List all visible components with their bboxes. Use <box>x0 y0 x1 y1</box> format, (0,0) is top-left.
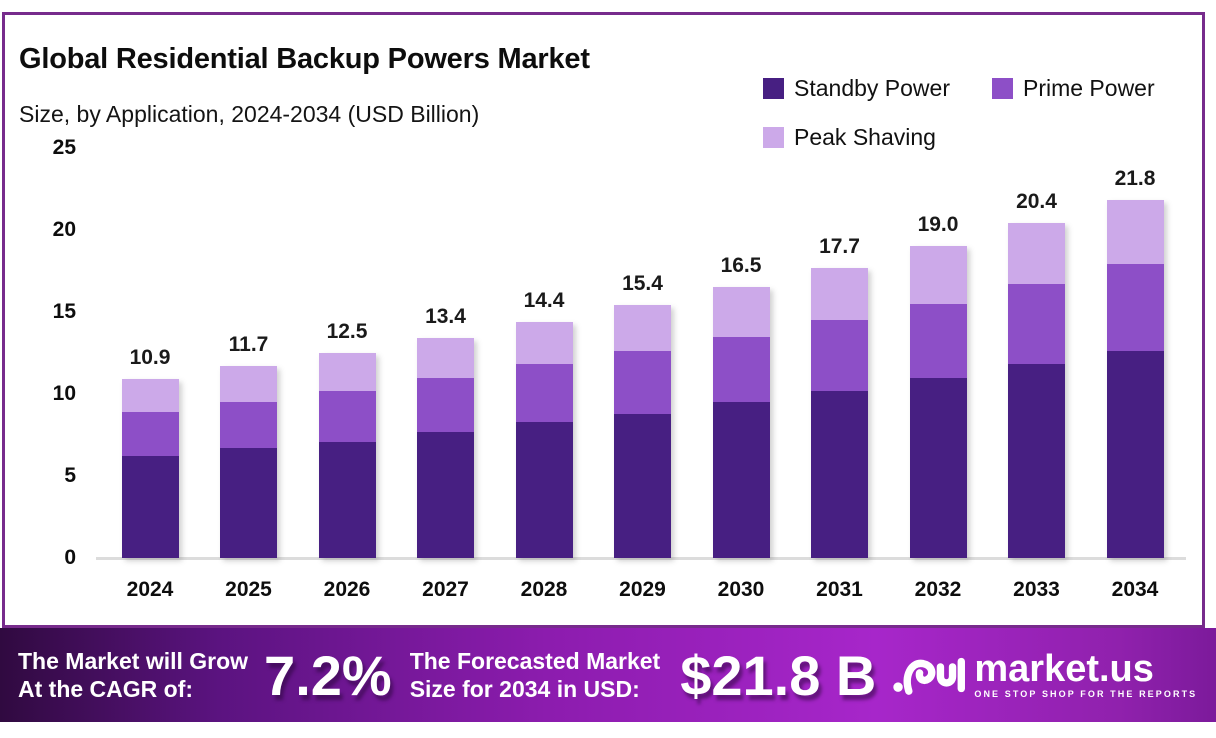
x-axis-label: 2024 <box>126 578 174 601</box>
x-axis-label: 2030 <box>717 578 765 601</box>
brand-logo: market.us ONE STOP SHOP FOR THE REPORTS <box>892 644 1197 706</box>
segment-standby-power <box>515 421 573 558</box>
segment-peak-shaving <box>614 305 671 352</box>
footer-banner: The Market will Grow At the CAGR of: 7.2… <box>0 628 1216 722</box>
segment-peak-shaving <box>318 353 376 391</box>
segment-standby-power <box>909 377 967 558</box>
segment-prime-power <box>909 303 967 378</box>
segment-peak-shaving <box>515 321 573 365</box>
x-axis-label: 2034 <box>1111 578 1159 601</box>
peak-shaving-swatch <box>763 127 784 148</box>
bar-total-label: 10.9 <box>129 346 171 370</box>
bar-total-label: 12.5 <box>326 320 368 343</box>
bar-2034 <box>1106 200 1164 558</box>
legend-item-prime-power: Prime Power <box>991 75 1155 102</box>
segment-peak-shaving <box>909 246 967 304</box>
y-tick-label: 10 <box>52 382 76 405</box>
x-axis-label: 2031 <box>816 578 863 601</box>
y-tick-label: 0 <box>64 546 76 569</box>
y-tick-label: 15 <box>52 300 76 323</box>
x-axis-label: 2033 <box>1013 578 1060 601</box>
segment-prime-power <box>318 390 376 442</box>
segment-prime-power <box>220 402 277 449</box>
bar-2031 <box>811 267 868 558</box>
segment-peak-shaving <box>220 366 277 403</box>
forecast-label: The Forecasted Market Size for 2034 in U… <box>409 648 661 702</box>
bar-2026 <box>318 353 376 558</box>
segment-peak-shaving <box>1106 200 1164 265</box>
segment-peak-shaving <box>712 287 770 337</box>
brand-tagline: ONE STOP SHOP FOR THE REPORTS <box>974 689 1198 699</box>
standby-power-swatch <box>763 78 784 99</box>
segment-standby-power <box>1008 364 1065 558</box>
bar-2032 <box>909 246 967 558</box>
chart-title: Global Residential Backup Powers Market <box>19 43 590 75</box>
y-tick-label: 20 <box>52 218 76 241</box>
x-axis-label: 2025 <box>225 578 272 601</box>
bar-total-label: 13.4 <box>425 305 466 329</box>
bar-2027 <box>417 338 474 558</box>
bar-total-label: 11.7 <box>228 333 269 357</box>
bar-2028 <box>515 321 573 558</box>
legend: Standby Power Prime Power Peak Shaving <box>763 75 1203 151</box>
segment-standby-power <box>220 448 277 558</box>
segment-peak-shaving <box>121 379 179 413</box>
brand-name: market.us <box>974 648 1154 690</box>
legend-item-peak-shaving: Peak Shaving <box>763 124 936 151</box>
segment-peak-shaving <box>1008 223 1065 285</box>
segment-prime-power <box>417 377 474 432</box>
legend-label: Peak Shaving <box>794 124 936 150</box>
legend-label: Prime Power <box>1022 75 1155 101</box>
segment-prime-power <box>712 336 770 403</box>
segment-standby-power <box>121 456 179 558</box>
bar-total-label: 16.5 <box>720 254 762 278</box>
segment-standby-power <box>614 413 671 558</box>
bar-total-label: 17.7 <box>819 234 860 258</box>
segment-prime-power <box>1106 264 1164 352</box>
y-tick-label: 5 <box>64 464 76 487</box>
segment-standby-power <box>417 431 474 558</box>
bar-2024 <box>121 379 179 558</box>
bar-total-label: 19.0 <box>917 213 959 237</box>
bar-total-label: 15.4 <box>622 272 663 296</box>
segment-standby-power <box>811 390 868 558</box>
segment-prime-power <box>121 412 179 457</box>
segment-prime-power <box>1008 284 1065 365</box>
market-us-icon <box>893 657 966 695</box>
y-tick-label: 25 <box>52 136 76 159</box>
segment-standby-power <box>1106 351 1164 558</box>
cagr-value: 7.2% <box>264 643 392 707</box>
bar-2025 <box>220 366 277 558</box>
x-axis-label: 2029 <box>619 578 666 601</box>
bar-2029 <box>614 305 671 558</box>
segment-prime-power <box>614 351 671 414</box>
bar-total-label: 20.4 <box>1016 190 1057 214</box>
brand-text: market.us ONE STOP SHOP FOR THE REPORTS <box>974 648 1198 699</box>
segment-standby-power <box>712 402 770 558</box>
x-axis-label: 2032 <box>914 578 962 601</box>
cagr-label: The Market will Grow At the CAGR of: <box>18 648 249 702</box>
legend-item-standby-power: Standby Power <box>763 75 950 102</box>
chart-card: Global Residential Backup Powers Market … <box>2 12 1205 628</box>
legend-label: Standby Power <box>794 75 950 101</box>
segment-peak-shaving <box>417 338 474 378</box>
x-axis-label: 2026 <box>323 578 371 601</box>
segment-peak-shaving <box>811 267 868 321</box>
x-axis-label: 2027 <box>422 578 469 601</box>
bar-total-label: 14.4 <box>523 288 565 312</box>
segment-prime-power <box>811 320 868 391</box>
x-axis-label: 2028 <box>520 578 568 601</box>
bar-2030 <box>712 287 770 558</box>
chart-subtitle: Size, by Application, 2024-2034 (USD Bil… <box>19 101 480 127</box>
prime-power-swatch <box>991 78 1013 99</box>
x-axis-line <box>96 557 1186 560</box>
segment-standby-power <box>318 441 376 558</box>
bar-2033 <box>1008 223 1065 558</box>
forecast-value: $21.8 B <box>680 643 877 707</box>
segment-prime-power <box>515 364 573 422</box>
bar-total-label: 21.8 <box>1114 167 1156 191</box>
